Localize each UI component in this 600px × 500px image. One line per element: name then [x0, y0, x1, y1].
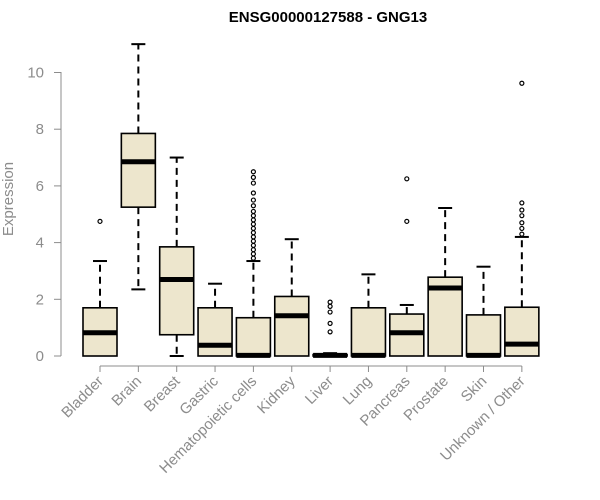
outlier-point [250, 225, 256, 232]
outlier-point [327, 309, 333, 315]
box-iqr [350, 307, 387, 357]
outlier-point [404, 176, 410, 182]
outlier-point [519, 207, 525, 213]
box-iqr [158, 246, 195, 336]
outlier-point [250, 247, 256, 253]
outlier-point [250, 180, 256, 186]
box-iqr [273, 295, 310, 357]
box-iqr [504, 306, 540, 357]
chart-title: ENSG00000127588 - GNG13 [229, 9, 427, 26]
outlier-point [250, 217, 256, 223]
box-breast [158, 156, 195, 357]
outlier-point [250, 230, 256, 236]
x-tick-label: Lung [340, 373, 376, 409]
box-unknown-other [504, 80, 540, 357]
outlier-point [250, 221, 256, 227]
y-tick-label: 4 [36, 235, 44, 252]
outlier-point [327, 329, 333, 335]
boxes [82, 43, 540, 358]
outlier-point [519, 225, 525, 232]
y-tick-label: 10 [27, 65, 44, 82]
outlier-point [97, 218, 103, 224]
y-axis-label: Expression [0, 162, 17, 236]
outlier-point [519, 200, 525, 206]
outlier-point [250, 197, 256, 203]
outlier-point [250, 190, 256, 196]
box-iqr [465, 314, 502, 357]
box-prostate [427, 207, 463, 357]
y-tick-label: 0 [36, 348, 44, 365]
box-gastric [197, 282, 233, 357]
outlier-point [327, 299, 333, 305]
outlier-point [404, 218, 410, 224]
box-brain [120, 43, 157, 291]
outlier-point [327, 303, 333, 309]
box-liver [312, 299, 348, 358]
outlier-point [250, 174, 256, 180]
outlier-point [250, 208, 256, 215]
outlier-point [250, 238, 256, 244]
outlier-point [519, 213, 525, 219]
x-tick-label: Brain [108, 373, 145, 410]
outlier-point [250, 251, 256, 257]
box-bladder [82, 218, 118, 357]
y-ticks: 0 2 4 6 8 10 [27, 65, 61, 365]
box-pancreas [388, 176, 425, 357]
outlier-point [250, 203, 256, 209]
outlier-point [250, 234, 256, 240]
box-kidney [273, 238, 310, 357]
outlier-point [519, 220, 525, 226]
x-tick-label: Kidney [254, 372, 299, 417]
box-iqr [197, 307, 233, 357]
box-hematopoietic-cells [235, 169, 272, 358]
y-tick-label: 2 [36, 291, 44, 308]
box-skin [465, 265, 502, 358]
x-tick-label: Bladder [58, 373, 107, 422]
outlier-point [519, 80, 525, 86]
box-lung [350, 273, 387, 358]
outlier-point [327, 320, 333, 326]
x-tick-label: Skin [458, 373, 491, 406]
outlier-point [250, 242, 256, 249]
x-tick-label: Liver [302, 373, 337, 408]
x-axis [99, 365, 523, 372]
y-tick-label: 6 [36, 178, 44, 195]
box-iqr [120, 132, 157, 208]
outlier-point [250, 169, 256, 175]
box-iqr [235, 316, 272, 357]
outlier-point [519, 231, 525, 237]
outlier-point [250, 255, 256, 261]
outlier-point [250, 213, 256, 219]
y-tick-label: 8 [36, 121, 44, 138]
